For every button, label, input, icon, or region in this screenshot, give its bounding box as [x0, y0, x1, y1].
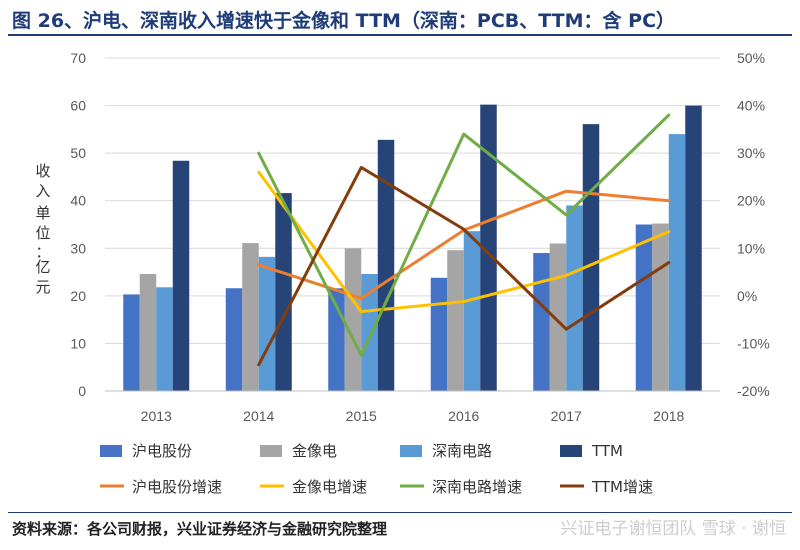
bar-series-group: [123, 104, 702, 392]
y-left-tick-label: 10: [70, 335, 86, 351]
legend-swatch: [400, 445, 422, 457]
bar: [463, 231, 481, 391]
bar: [344, 248, 362, 391]
x-tick-label: 2016: [448, 408, 479, 424]
bar: [635, 224, 653, 391]
legend-label: 金像电: [292, 442, 337, 460]
legend-swatch: [260, 445, 282, 457]
bar: [172, 160, 190, 391]
y-axis-title-char: 单: [35, 204, 50, 222]
bar: [361, 273, 378, 391]
y-left-tick-label: 40: [70, 193, 86, 209]
y-right-tick-label: 50%: [737, 50, 765, 66]
line-series-group: [257, 113, 671, 367]
bar: [242, 243, 259, 391]
y-axis-title-char: 收: [35, 162, 50, 180]
bar: [566, 205, 583, 391]
legend-label: TTM增速: [591, 478, 653, 496]
bar: [652, 223, 669, 391]
y-axis-title-char: 元: [35, 278, 50, 296]
y-left-tick-label: 50: [70, 145, 86, 161]
y-left-tick-label: 30: [70, 240, 86, 256]
series-line: [257, 113, 671, 357]
y-axis-title-char: 亿: [35, 258, 50, 276]
chart-title: 图 26、沪电、深南收入增速快于金像和 TTM（深南：PCB、TTM：含 PC）: [12, 10, 676, 32]
x-tick-label: 2018: [653, 408, 684, 424]
bar: [582, 124, 600, 392]
bar: [480, 104, 497, 392]
axes: 0 10 20 30 40 50 60 70 -20% -10% 0% 10% 20% 30% 40% 50%…: [70, 50, 769, 424]
bar: [377, 139, 395, 391]
y-right-tick-label: -10%: [737, 335, 770, 351]
bar: [685, 105, 702, 392]
legend-label: 沪电股份: [132, 442, 192, 460]
bar: [533, 253, 550, 391]
bar: [123, 294, 140, 391]
y-left-tick-label: 70: [70, 50, 86, 66]
combo-chart: 0 10 20 30 40 50 60 70 -20% -10% 0% 10% 20% 30% 40% 50%…: [35, 50, 769, 496]
y-right-tick-label: 40%: [737, 98, 765, 114]
x-tick-label: 2013: [141, 408, 172, 424]
y-left-tick-label: 0: [78, 383, 86, 399]
y-left-tick-label: 20: [70, 288, 86, 304]
bar: [447, 250, 464, 391]
y-axis-title-char: 入: [35, 182, 50, 200]
y-axis-title-char: 位: [35, 224, 50, 242]
source-note: 资料来源：各公司财报，兴业证券经济与金融研究院整理: [12, 520, 388, 538]
x-tick-label: 2015: [346, 408, 377, 424]
source-divider: [8, 512, 792, 513]
legend: 沪电股份 金像电 深南电路 TTM 沪电股份增速 金像电增速 深南电路增速 TTM增速: [100, 442, 653, 496]
bar: [139, 273, 157, 391]
bar: [156, 287, 173, 391]
y-right-tick-label: 0%: [737, 288, 757, 304]
bar: [258, 256, 276, 391]
bar: [549, 243, 567, 391]
title-divider: [8, 34, 792, 36]
y-right-tick-label: 10%: [737, 240, 765, 256]
series-line: [257, 170, 671, 314]
bar: [668, 134, 686, 391]
legend-label: 沪电股份增速: [132, 478, 222, 496]
y-right-tick-label: 20%: [737, 193, 765, 209]
bar: [225, 288, 243, 391]
y-left-tick-label: 60: [70, 98, 86, 114]
x-tick-label: 2017: [551, 408, 582, 424]
y-axis-title-char: ：: [35, 243, 50, 261]
series-line: [257, 165, 671, 367]
legend-label: TTM: [591, 442, 623, 460]
legend-label: 金像电增速: [292, 478, 367, 496]
y-right-tick-label: 30%: [737, 145, 765, 161]
legend-swatch: [560, 445, 582, 457]
bar: [430, 277, 448, 391]
legend-label: 深南电路: [432, 442, 492, 460]
y-right-tick-label: -20%: [737, 383, 770, 399]
bar: [275, 193, 292, 391]
watermark: 兴证电子谢恒团队 雪球 · 谢恒: [560, 519, 786, 539]
x-tick-label: 2014: [243, 408, 274, 424]
gridlines: [105, 57, 720, 392]
legend-label: 深南电路增速: [432, 478, 522, 496]
legend-swatch: [100, 445, 122, 457]
